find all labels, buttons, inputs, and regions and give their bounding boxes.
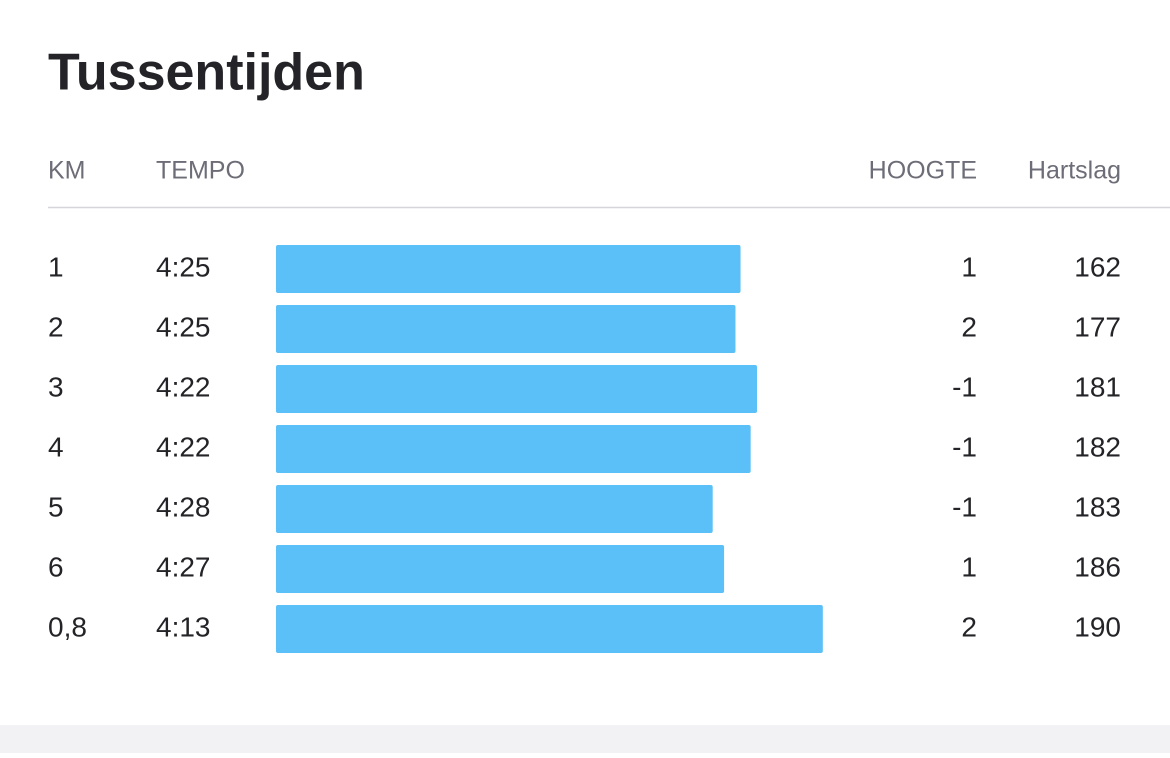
elevation-cell: -1 — [952, 491, 977, 522]
km-cell: 1 — [48, 251, 64, 282]
tempo-cell: 4:25 — [156, 251, 211, 282]
elevation-cell: 2 — [961, 311, 977, 342]
title: Tussentijden — [48, 44, 365, 102]
pace-bar — [276, 605, 823, 653]
km-cell: 3 — [48, 371, 64, 402]
pace-bar — [276, 305, 736, 353]
pace-bar — [276, 365, 758, 413]
elevation-cell: 2 — [961, 611, 977, 642]
column-header: HOOGTE — [869, 157, 977, 185]
tempo-cell: 4:22 — [156, 431, 211, 462]
tempo-cell: 4:27 — [156, 551, 211, 582]
pace-bar — [276, 425, 751, 473]
elevation-cell: -1 — [952, 371, 977, 402]
pace-bar — [276, 245, 741, 293]
column-header: TEMPO — [156, 157, 245, 185]
elevation-cell: 1 — [961, 551, 977, 582]
heart-rate-cell: 181 — [1074, 371, 1121, 402]
pace-bar — [276, 485, 713, 533]
tempo-cell: 4:22 — [156, 371, 211, 402]
tempo-cell: 4:25 — [156, 311, 211, 342]
km-cell: 6 — [48, 551, 64, 582]
heart-rate-cell: 162 — [1074, 251, 1121, 282]
elevation-cell: 1 — [961, 251, 977, 282]
km-cell: 2 — [48, 311, 64, 342]
km-cell: 5 — [48, 491, 64, 522]
heart-rate-cell: 183 — [1074, 491, 1121, 522]
heart-rate-cell: 190 — [1074, 611, 1121, 642]
pace-bar — [276, 545, 725, 593]
km-cell: 4 — [48, 431, 64, 462]
heart-rate-cell: 182 — [1074, 431, 1121, 462]
heart-rate-cell: 177 — [1074, 311, 1121, 342]
tempo-cell: 4:28 — [156, 491, 211, 522]
column-header: Hartslag — [1028, 157, 1121, 185]
heart-rate-cell: 186 — [1074, 551, 1121, 582]
tempo-cell: 4:13 — [156, 611, 211, 642]
card-background — [0, 0, 1170, 725]
km-cell: 0,8 — [48, 611, 87, 642]
page-background — [0, 725, 1170, 753]
column-header: KM — [48, 157, 86, 185]
elevation-cell: -1 — [952, 431, 977, 462]
